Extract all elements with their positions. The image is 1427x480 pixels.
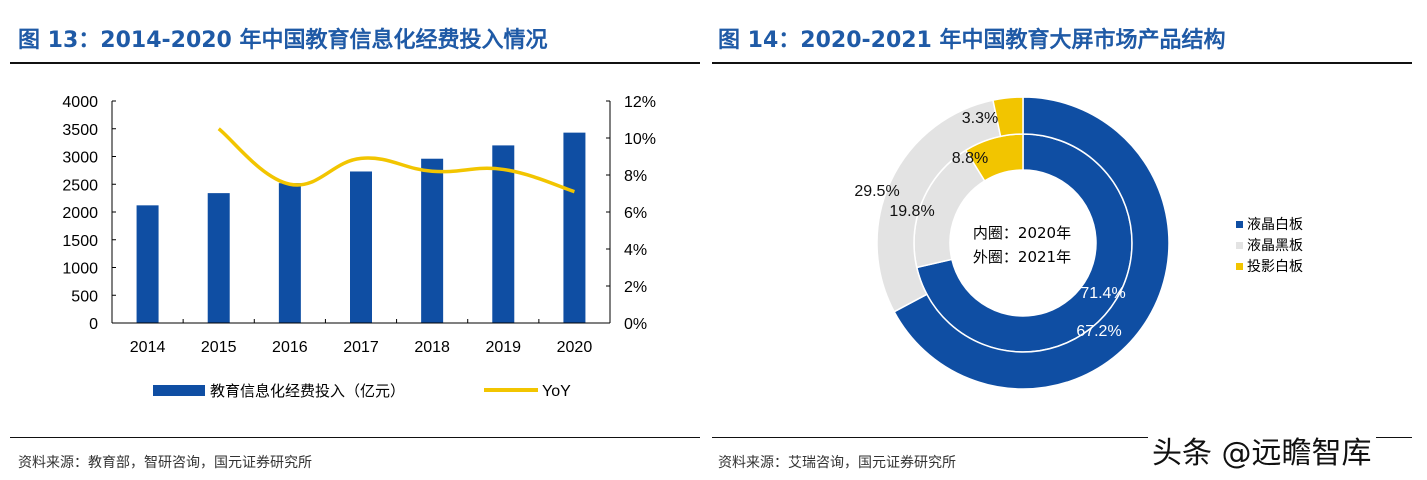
- left-source-divider: [10, 437, 700, 438]
- legend-swatch: [1236, 221, 1243, 228]
- right-source: 资料来源：艾瑞咨询，国元证券研究所: [718, 455, 956, 471]
- bar-2016: [278, 183, 301, 323]
- legend-label: 液晶白板: [1247, 217, 1303, 233]
- center-label: 内圈：2020年: [973, 224, 1071, 242]
- right-tick-label: 4%: [624, 242, 647, 259]
- x-tick-label: 2020: [557, 339, 593, 356]
- legend-swatch-bar: [153, 385, 205, 396]
- bar-2017: [350, 171, 372, 323]
- x-tick-label: 2018: [414, 339, 450, 356]
- bar-2018: [421, 158, 444, 323]
- right-tick-label: 2%: [624, 279, 647, 296]
- legend-label: 投影白板: [1247, 259, 1303, 275]
- x-tick-label: 2016: [272, 339, 308, 356]
- x-tick-label: 2015: [201, 339, 237, 356]
- x-tick-label: 2017: [343, 339, 379, 356]
- right-source-divider: [712, 437, 1412, 438]
- left-title-divider: [10, 62, 700, 64]
- center-label: 外圈：2021年: [973, 248, 1071, 266]
- left-tick-label: 3500: [62, 122, 98, 139]
- legend-swatch: [1236, 263, 1243, 270]
- right-chart-title: 图 14：2020-2021 年中国教育大屏市场产品结构: [718, 28, 1226, 53]
- data-label-2021-1: 29.5%: [854, 183, 899, 200]
- legend-label-line: YoY: [542, 383, 571, 400]
- left-tick-label: 3000: [62, 150, 98, 167]
- left-tick-label: 1000: [62, 261, 98, 278]
- data-label-2020-1: 19.8%: [889, 203, 934, 220]
- right-tick-label: 10%: [624, 131, 656, 148]
- left-tick-label: 4000: [62, 94, 98, 111]
- bar-2015: [207, 193, 230, 323]
- right-tick-label: 8%: [624, 168, 647, 185]
- donut-chart: 71.4% 19.8% 8.8% 67.2% 29.5% 3.3% 内圈：2020年外圈：2…: [854, 96, 1303, 390]
- left-tick-label: 2000: [62, 205, 98, 222]
- data-label-2020-0: 71.4%: [1080, 285, 1125, 302]
- bar-line-chart: 0 500 1000 1500 2000 2500 3000 3500 4000 0% 2% 4% 6%…: [62, 94, 656, 400]
- slice-2021-2: [992, 96, 1024, 138]
- legend-label: 液晶黑板: [1247, 238, 1303, 254]
- right-tick-label: 0%: [624, 316, 647, 333]
- left-tick-label: 2500: [62, 177, 98, 194]
- bar-2014: [136, 205, 159, 323]
- left-chart-title: 图 13：2014-2020 年中国教育信息化经费投入情况: [18, 28, 548, 53]
- right-title-divider: [712, 62, 1412, 64]
- left-tick-label: 0: [89, 316, 98, 333]
- data-label-2021-2: 3.3%: [962, 110, 998, 127]
- bar-2019: [492, 145, 515, 323]
- left-source: 资料来源：教育部，智研咨询，国元证券研究所: [18, 455, 312, 471]
- slice-2021-0: [893, 96, 1170, 390]
- right-tick-label: 6%: [624, 205, 647, 222]
- bar-2020: [563, 132, 586, 323]
- legend-label-bar: 教育信息化经费投入（亿元）: [210, 382, 405, 400]
- legend-swatch: [1236, 242, 1243, 249]
- x-tick-label: 2019: [485, 339, 521, 356]
- left-tick-label: 500: [71, 288, 98, 305]
- data-label-2021-0: 67.2%: [1076, 323, 1121, 340]
- right-tick-label: 12%: [624, 94, 656, 111]
- data-label-2020-2: 8.8%: [952, 150, 988, 167]
- x-tick-label: 2014: [130, 339, 166, 356]
- yoy-line: [217, 127, 575, 194]
- left-tick-label: 1500: [62, 233, 98, 250]
- watermark: 头条 @远瞻智库: [1148, 428, 1376, 472]
